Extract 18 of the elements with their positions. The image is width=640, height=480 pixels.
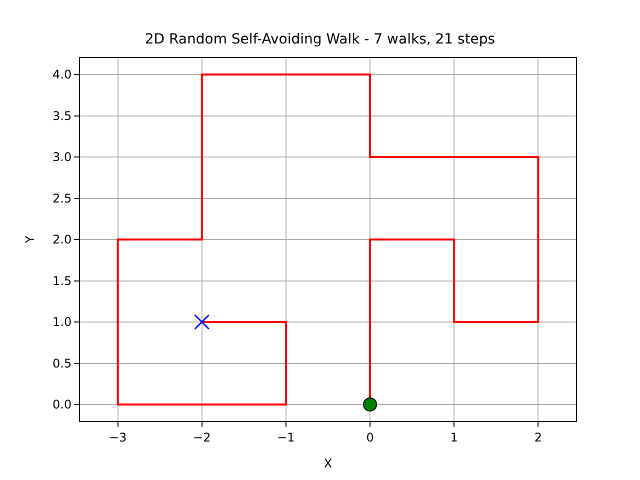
y-tick-label: 3.0: [52, 150, 72, 164]
x-tick-label: 2: [534, 430, 542, 444]
y-tick-label: 1.0: [52, 315, 72, 330]
chart-title: 2D Random Self-Avoiding Walk - 7 walks, 21 steps: [144, 31, 496, 48]
y-tick-label: 1.5: [52, 274, 72, 288]
y-tick-label: 2.5: [52, 191, 72, 206]
x-tick-label: 0: [366, 430, 374, 444]
x-tick-label: 1: [450, 430, 458, 444]
y-tick-label: 2.0: [52, 232, 72, 247]
y-tick-label: 0.5: [52, 356, 72, 370]
x-tick-label: −3: [108, 430, 127, 444]
x-axis-title: X: [324, 456, 332, 470]
x-tick-label: −2: [193, 430, 211, 444]
y-tick-label: 0.0: [52, 398, 72, 412]
y-tick-label: 4.0: [52, 68, 72, 82]
y-axis-title: Y: [22, 235, 37, 244]
y-tick-label: 3.5: [52, 108, 72, 123]
x-tick-label: −1: [277, 430, 295, 444]
